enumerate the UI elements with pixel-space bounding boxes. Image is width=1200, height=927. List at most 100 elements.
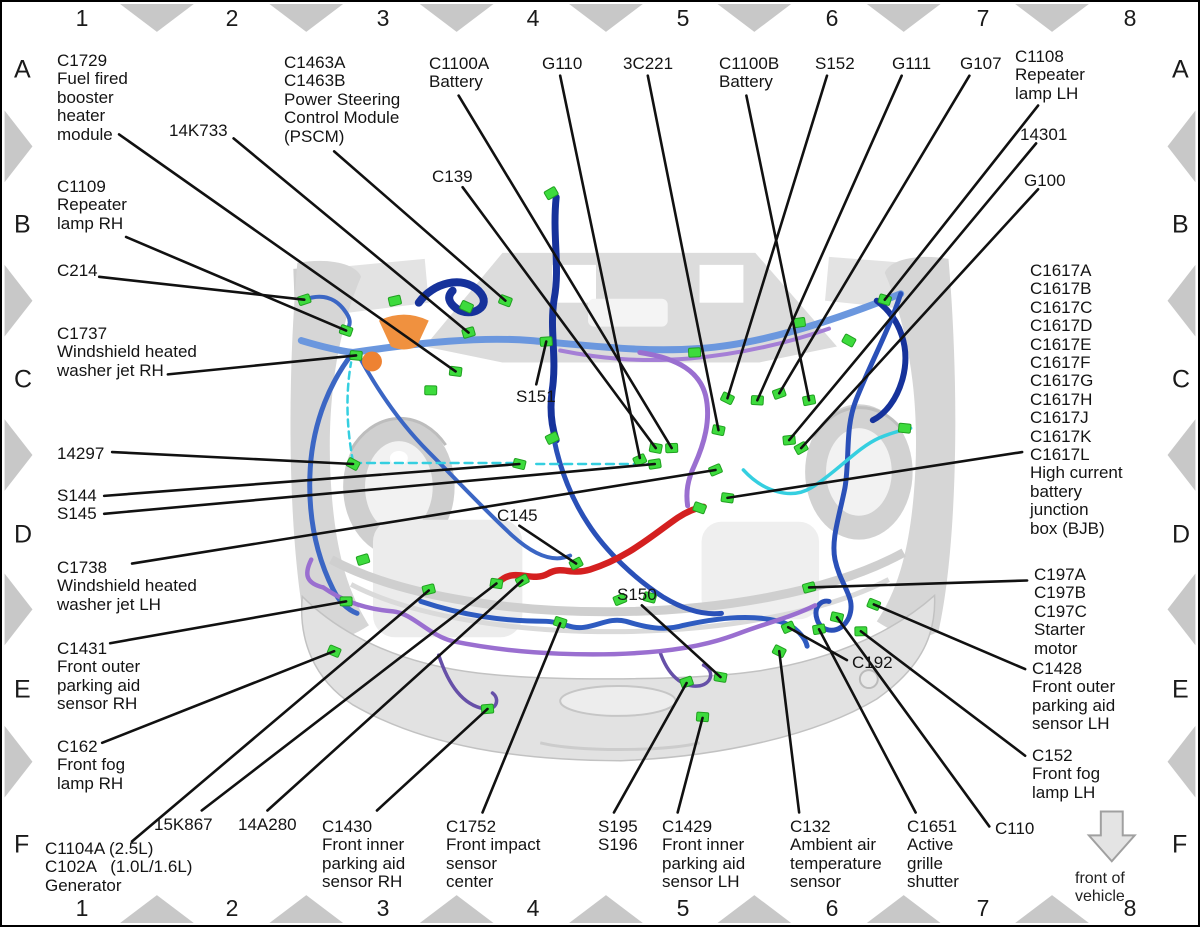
callout-14a280: 14A280 <box>238 815 297 834</box>
grid-boundary-marker <box>120 3 194 32</box>
grid-boundary-marker <box>120 895 194 924</box>
leader-line-c1737 <box>166 354 358 376</box>
grid-boundary-marker <box>4 419 33 491</box>
leader-line-c1100a <box>457 94 673 450</box>
leader-line-c1428 <box>872 603 1027 671</box>
grid-boundary-marker <box>1167 573 1196 646</box>
leader-line-c1429 <box>676 716 704 814</box>
leader-line-s151 <box>534 340 548 386</box>
callout-c1100a: C1100A Battery <box>429 54 490 92</box>
harness-blue-left-inner <box>357 354 573 561</box>
leader-line-c1738 <box>130 468 717 565</box>
callout-c1431: C1431 Front outer parking aid sensor RH <box>57 639 141 714</box>
grid-row-label-A-right: A <box>1172 55 1189 84</box>
grid-column-label-3-bottom: 3 <box>376 895 390 921</box>
leader-line-14297 <box>110 450 355 466</box>
harness-purple-left-hook <box>305 557 326 590</box>
callout-c1104: C1104A (2.5L) C102A (1.0L/1.6L) Generato… <box>45 839 193 895</box>
harness-darkblue-loop <box>414 278 488 317</box>
connector-icon <box>841 333 857 348</box>
grid-column-label-1-bottom: 1 <box>75 895 89 921</box>
grid-boundary-marker <box>1167 110 1196 183</box>
grid-markers <box>4 3 1196 924</box>
callout-c1617: C1617A C1617B C1617C C1617D C1617E C1617… <box>1030 261 1123 538</box>
leader-line-c1729 <box>117 133 457 373</box>
grid-boundary-marker <box>569 895 643 924</box>
connector-icon <box>543 186 559 200</box>
grid-column-label-4-bottom: 4 <box>526 895 540 921</box>
leader-line-c1651 <box>817 627 917 814</box>
callout-c1729: C1729 Fuel fired booster heater module <box>57 51 128 144</box>
leader-line-c197 <box>807 579 1029 589</box>
callout-c1108: C1108 Repeater lamp LH <box>1015 47 1085 103</box>
callout-c1430: C1430 Front inner parking aid sensor RH <box>322 817 406 892</box>
callout-c192: C192 <box>852 653 893 672</box>
grid-row-label-E-right: E <box>1172 675 1189 704</box>
callout-s150: S150 <box>617 585 657 604</box>
callout-s195: S195 S196 <box>598 817 638 855</box>
callout-c145: C145 <box>497 506 538 525</box>
grid-boundary-marker <box>1015 3 1089 32</box>
grid-column-label-2-top: 2 <box>225 5 239 31</box>
grid-boundary-marker <box>4 573 33 646</box>
grid-row-label-F-left: F <box>14 830 30 859</box>
leader-line-c1430 <box>375 707 489 812</box>
leader-line-s144-2 <box>102 462 657 516</box>
leader-line-s195 <box>612 681 688 814</box>
grid-row-label-F-right: F <box>1172 830 1188 859</box>
connector-icon <box>692 501 707 515</box>
washer-jet-orange-ring <box>362 351 382 372</box>
callout-14k733: 14K733 <box>169 121 228 140</box>
connector-icon <box>612 592 628 606</box>
grid-boundary-marker <box>419 895 494 924</box>
leader-line-g111 <box>756 74 903 402</box>
connector-icon <box>544 431 560 445</box>
grid-column-label-4-top: 4 <box>526 5 540 31</box>
grid-row-label-D-left: D <box>14 520 33 549</box>
callout-c110: C110 <box>995 819 1035 838</box>
connector-icon <box>897 422 912 434</box>
callout-c1651: C1651 Active grille shutter <box>907 817 959 892</box>
connector-icon <box>642 591 657 604</box>
callout-3c221: 3C221 <box>623 54 674 73</box>
grid-boundary-marker <box>1167 725 1196 798</box>
leader-line-c1104 <box>130 589 431 843</box>
grid-column-label-5-bottom: 5 <box>676 895 690 921</box>
grid-column-label-7-top: 7 <box>976 5 990 31</box>
grid-column-label-1-top: 1 <box>75 5 89 31</box>
grid-column-label-3-top: 3 <box>376 5 390 31</box>
callout-g111: G111 <box>892 54 932 73</box>
leader-line-c1617 <box>726 450 1024 500</box>
leader-line-15k867 <box>200 582 498 812</box>
leader-line-g110 <box>558 74 642 460</box>
leader-line-g107 <box>777 74 971 395</box>
grid-row-label-B-left: B <box>14 210 31 239</box>
leader-line-c152 <box>859 629 1027 758</box>
leader-line-g100 <box>799 187 1040 450</box>
leader-line-s152 <box>726 74 829 400</box>
callout-c197: C197A C197B C197C Starter motor <box>1034 565 1087 658</box>
callout-c152: C152 Front fog lamp LH <box>1032 746 1101 802</box>
callout-s144: S144 S145 <box>57 486 97 524</box>
grid-boundary-marker <box>269 895 344 924</box>
battery-cable-red <box>494 503 707 587</box>
leader-line-c1109 <box>124 235 348 332</box>
leader-line-3c221 <box>646 74 720 432</box>
grid-column-label-8-bottom: 8 <box>1123 895 1137 921</box>
harness-blue-right-descend <box>813 291 904 633</box>
grid-column-label-6-bottom: 6 <box>825 895 839 921</box>
grid-boundary-marker <box>717 895 792 924</box>
callout-c1752: C1752 Front impact sensor center <box>446 817 541 892</box>
leader-line-c145 <box>518 524 578 565</box>
leader-line-s144 <box>102 462 521 498</box>
grid-boundary-marker <box>569 3 643 32</box>
grid-column-label-5-top: 5 <box>676 5 690 31</box>
leader-line-s150 <box>640 604 722 679</box>
leader-line-14a280 <box>266 579 524 812</box>
connector-icon <box>387 294 402 307</box>
grid-boundary-marker <box>866 3 941 32</box>
grid-column-label-2-bottom: 2 <box>225 895 239 921</box>
grid-row-label-C-left: C <box>14 365 33 394</box>
